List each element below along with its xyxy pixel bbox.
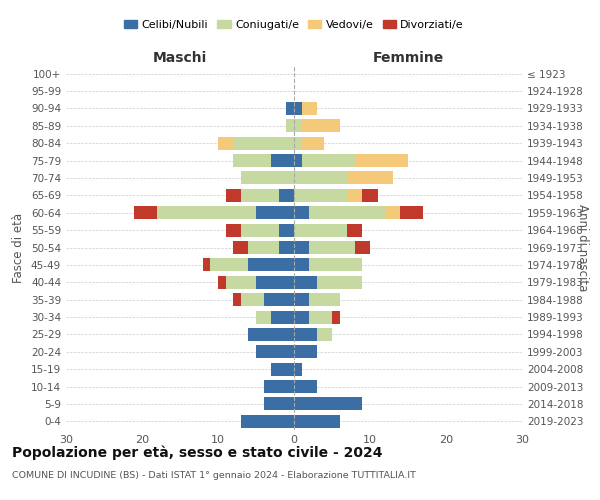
Bar bbox=[279, 241, 294, 254]
Bar bbox=[294, 154, 302, 167]
Bar bbox=[248, 258, 294, 272]
Bar bbox=[302, 120, 340, 132]
Bar bbox=[286, 102, 294, 115]
Bar bbox=[294, 102, 302, 115]
Bar bbox=[218, 136, 233, 149]
Bar bbox=[302, 102, 317, 115]
Bar bbox=[134, 206, 157, 220]
Bar bbox=[218, 276, 226, 289]
Bar bbox=[309, 258, 362, 272]
Bar bbox=[347, 172, 393, 184]
Bar bbox=[294, 120, 302, 132]
Bar bbox=[256, 310, 271, 324]
Bar bbox=[271, 362, 294, 376]
Bar bbox=[233, 241, 248, 254]
Bar bbox=[362, 189, 377, 202]
Bar bbox=[263, 293, 294, 306]
Bar bbox=[347, 224, 362, 236]
Bar bbox=[157, 206, 256, 220]
Bar bbox=[302, 136, 325, 149]
Text: COMUNE DI INCUDINE (BS) - Dati ISTAT 1° gennaio 2024 - Elaborazione TUTTITALIA.I: COMUNE DI INCUDINE (BS) - Dati ISTAT 1° … bbox=[12, 470, 416, 480]
Bar bbox=[211, 258, 248, 272]
Bar bbox=[317, 276, 362, 289]
Bar bbox=[233, 136, 294, 149]
Bar bbox=[302, 154, 355, 167]
Bar bbox=[294, 328, 317, 341]
Y-axis label: Anni di nascita: Anni di nascita bbox=[576, 204, 589, 291]
Bar bbox=[203, 258, 211, 272]
Bar bbox=[347, 189, 362, 202]
Bar bbox=[385, 206, 400, 220]
Bar bbox=[309, 206, 385, 220]
Bar bbox=[241, 293, 263, 306]
Bar bbox=[256, 346, 294, 358]
Bar bbox=[294, 398, 362, 410]
Bar bbox=[294, 293, 309, 306]
Bar bbox=[279, 224, 294, 236]
Legend: Celibi/Nubili, Coniugati/e, Vedovi/e, Divorziati/e: Celibi/Nubili, Coniugati/e, Vedovi/e, Di… bbox=[119, 16, 469, 34]
Bar bbox=[309, 241, 355, 254]
Bar bbox=[241, 189, 279, 202]
Bar bbox=[294, 189, 347, 202]
Bar bbox=[226, 224, 241, 236]
Bar bbox=[294, 241, 309, 254]
Bar bbox=[286, 120, 294, 132]
Bar bbox=[279, 189, 294, 202]
Text: Femmine: Femmine bbox=[373, 51, 443, 65]
Bar bbox=[256, 206, 294, 220]
Bar bbox=[294, 224, 347, 236]
Bar bbox=[263, 398, 294, 410]
Bar bbox=[233, 293, 241, 306]
Bar bbox=[271, 310, 294, 324]
Text: Popolazione per età, sesso e stato civile - 2024: Popolazione per età, sesso e stato civil… bbox=[12, 446, 383, 460]
Bar bbox=[271, 154, 294, 167]
Bar bbox=[263, 380, 294, 393]
Bar bbox=[294, 206, 309, 220]
Bar bbox=[294, 310, 309, 324]
Bar bbox=[317, 328, 332, 341]
Bar bbox=[294, 258, 309, 272]
Bar bbox=[241, 415, 294, 428]
Bar bbox=[294, 415, 340, 428]
Bar bbox=[226, 276, 256, 289]
Bar bbox=[248, 328, 294, 341]
Bar bbox=[294, 346, 317, 358]
Bar bbox=[241, 172, 294, 184]
Bar bbox=[241, 224, 279, 236]
Bar bbox=[332, 310, 340, 324]
Bar bbox=[309, 293, 340, 306]
Bar bbox=[355, 241, 370, 254]
Bar bbox=[309, 310, 332, 324]
Bar bbox=[294, 276, 317, 289]
Bar bbox=[400, 206, 423, 220]
Bar bbox=[233, 154, 271, 167]
Bar bbox=[294, 380, 317, 393]
Bar bbox=[355, 154, 408, 167]
Bar bbox=[294, 172, 347, 184]
Bar bbox=[294, 136, 302, 149]
Bar bbox=[248, 241, 279, 254]
Bar bbox=[256, 276, 294, 289]
Bar bbox=[294, 362, 302, 376]
Bar bbox=[226, 189, 241, 202]
Y-axis label: Fasce di età: Fasce di età bbox=[13, 212, 25, 282]
Text: Maschi: Maschi bbox=[153, 51, 207, 65]
